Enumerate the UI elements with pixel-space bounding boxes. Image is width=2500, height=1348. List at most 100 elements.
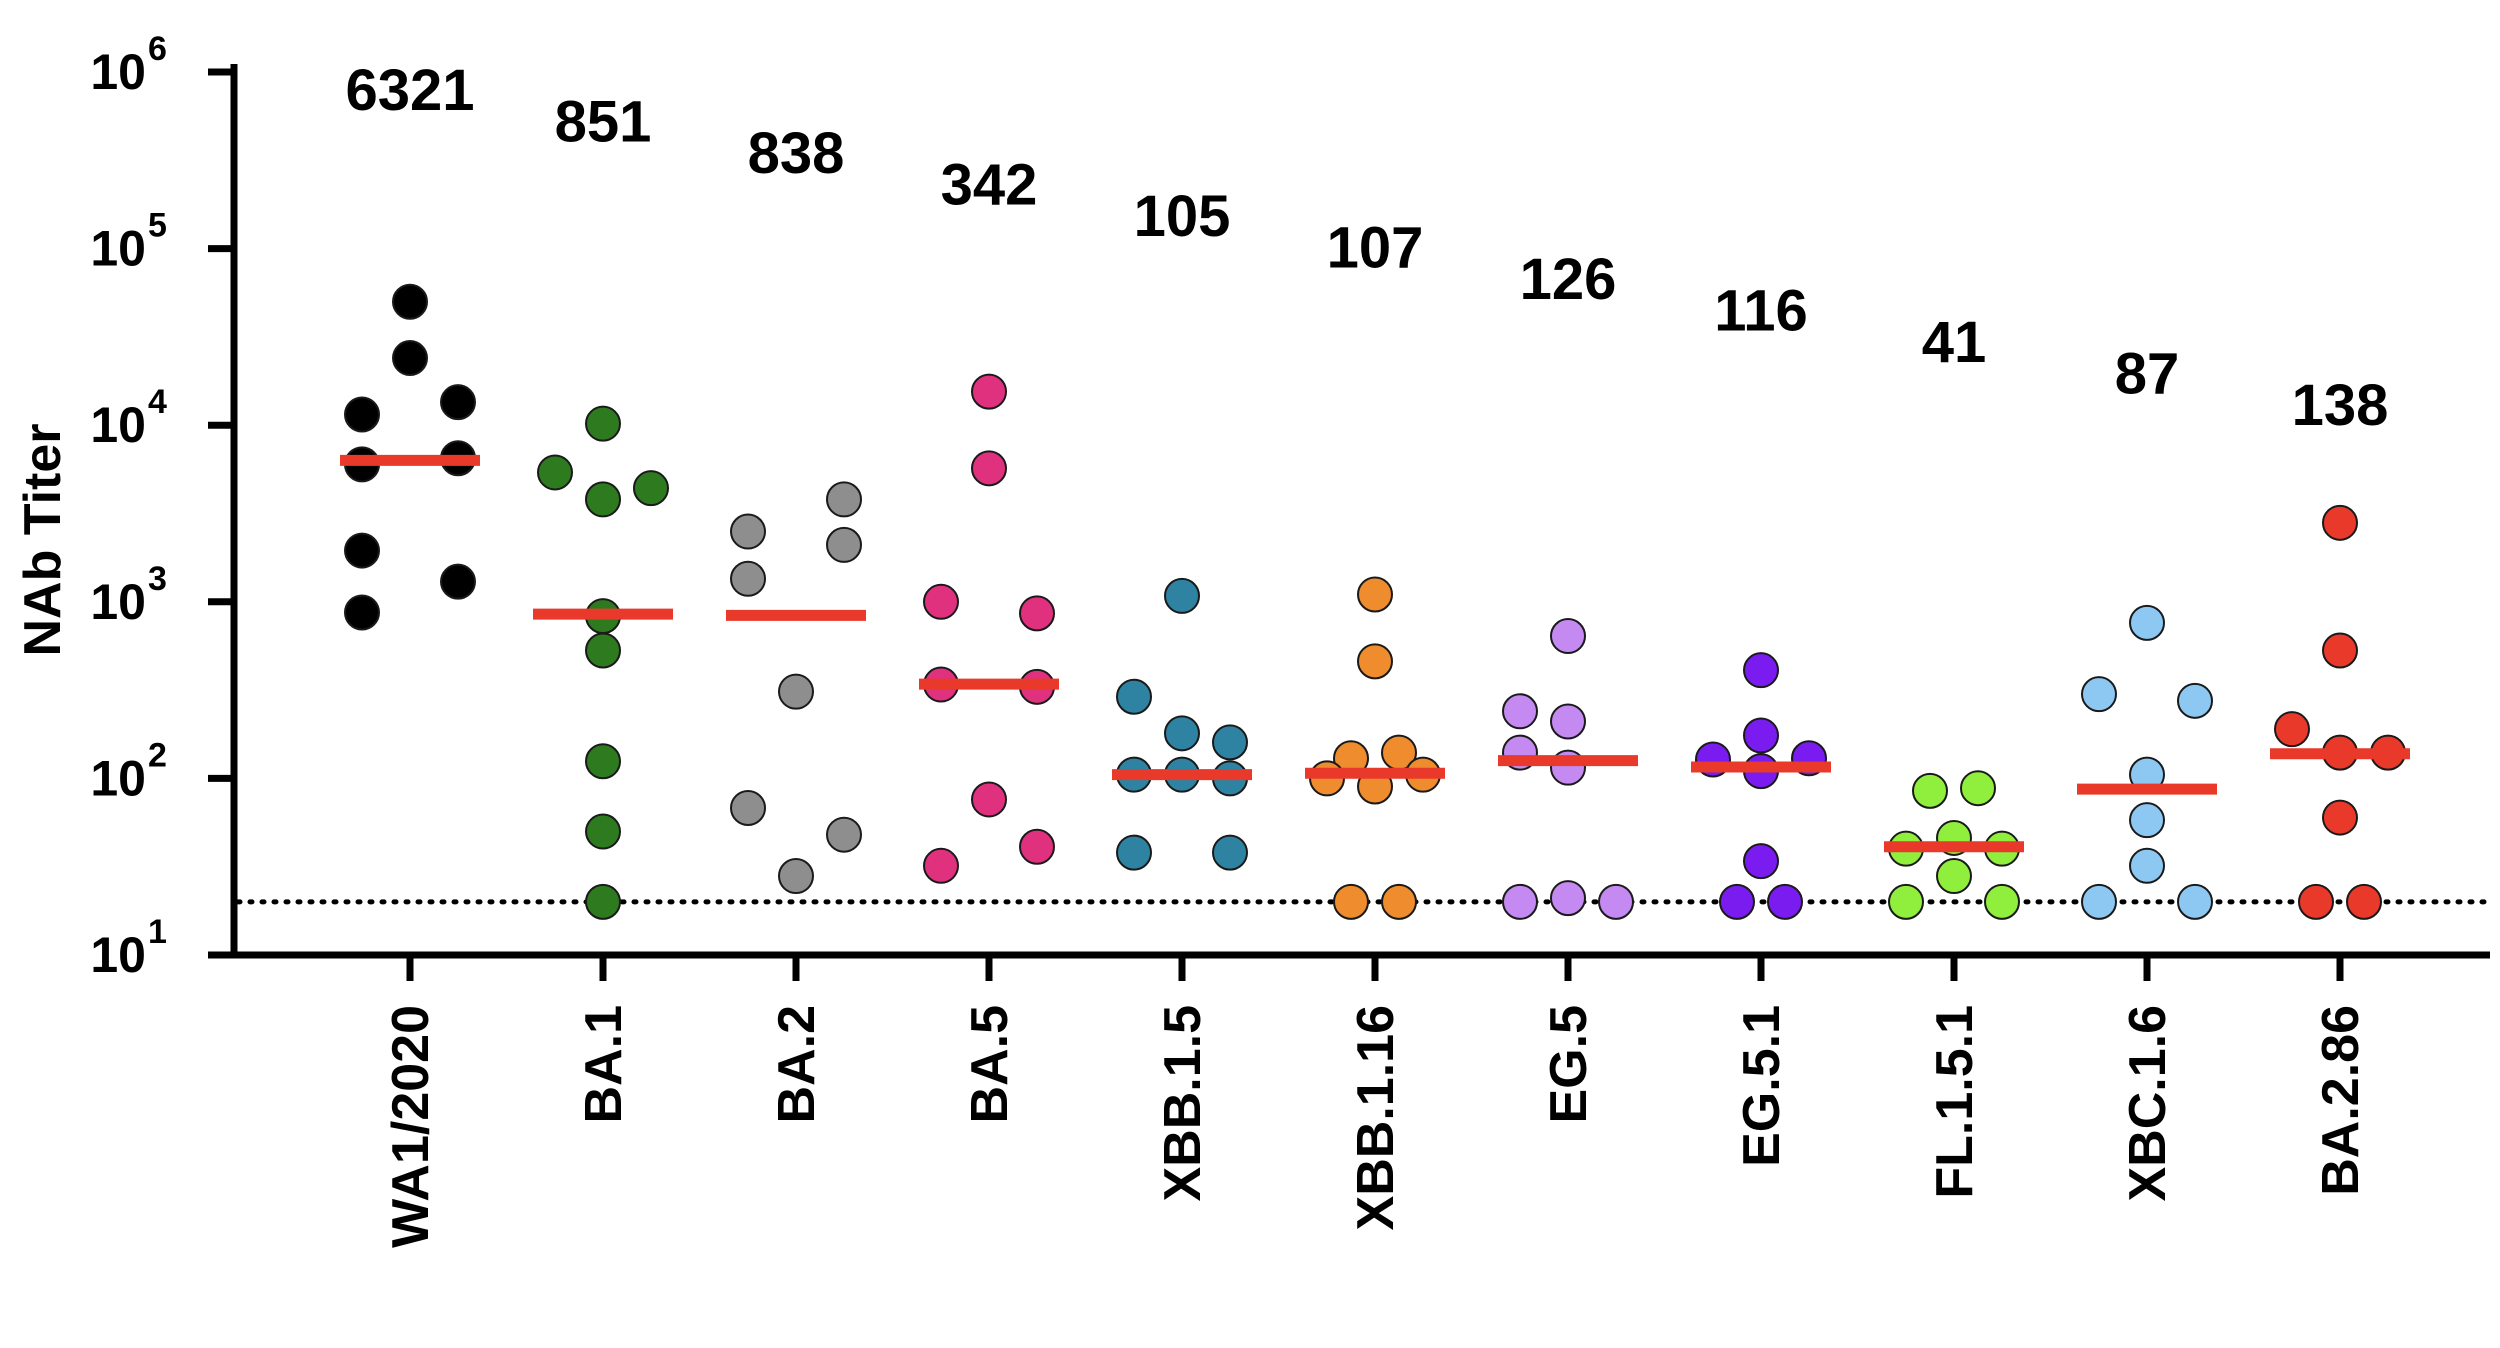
data-point: [1550, 703, 1586, 740]
x-tick-label: BA.1: [575, 1005, 633, 1123]
y-tick-label: 10: [90, 397, 146, 453]
x-tick-label: XBB.1.5: [1154, 1005, 1212, 1202]
value-label: 116: [1714, 279, 1808, 344]
value-label: 851: [555, 90, 652, 155]
value-label: 41: [1922, 310, 1987, 375]
x-tick-label: WA1/2020: [382, 1005, 440, 1248]
data-point: [923, 847, 959, 884]
x-tick-label: BA.2: [768, 1005, 826, 1123]
value-label: 342: [941, 153, 1038, 218]
y-axis-title: NAb Titer: [14, 423, 72, 656]
data-point: [923, 583, 959, 620]
data-point: [1357, 643, 1393, 680]
x-tick-label: XBC.1.6: [2119, 1005, 2177, 1202]
data-point: [971, 450, 1007, 487]
data-point: [1164, 715, 1200, 752]
y-tick-exponent: 6: [148, 30, 167, 68]
data-point: [1719, 883, 1755, 920]
data-point: [2322, 504, 2358, 541]
data-point: [1019, 828, 1055, 865]
data-point: [2129, 604, 2165, 641]
data-point: [585, 481, 621, 518]
data-point: [971, 781, 1007, 818]
data-point: [585, 743, 621, 780]
data-point: [778, 673, 814, 710]
data-point: [585, 883, 621, 920]
data-point: [2177, 682, 2213, 719]
data-point: [1960, 770, 1996, 807]
data-point: [1550, 880, 1586, 917]
value-label: 105: [1134, 184, 1231, 249]
y-tick-exponent: 2: [148, 736, 167, 774]
data-point: [1598, 883, 1634, 920]
data-point: [344, 532, 380, 569]
y-tick-label: 10: [90, 221, 146, 277]
data-point: [1116, 678, 1152, 715]
data-point: [1164, 577, 1200, 614]
value-label: 107: [1327, 216, 1424, 281]
data-point: [2298, 883, 2334, 920]
x-tick-label: FL.1.5.1: [1926, 1005, 1984, 1199]
y-tick-exponent: 4: [148, 383, 167, 421]
y-tick-exponent: 5: [148, 207, 167, 245]
data-point: [1936, 858, 1972, 895]
data-point: [2274, 711, 2310, 748]
value-label: 838: [748, 121, 845, 186]
data-point: [2081, 676, 2117, 713]
labels-layer: WA1/2020 6321 BA.1 851 BA.2 838 BA.5 342 XBB.1.5…: [345, 58, 2388, 1248]
data-point: [826, 481, 862, 518]
data-point: [1984, 883, 2020, 920]
points-layer: [344, 283, 2406, 920]
median-layer: [340, 454, 2410, 853]
value-label: 126: [1520, 247, 1617, 312]
data-point: [971, 373, 1007, 410]
data-point: [1212, 834, 1248, 871]
data-point: [826, 526, 862, 563]
x-tick-label: BA.2.86: [2312, 1005, 2370, 1196]
y-tick-label: 10: [90, 750, 146, 806]
data-point: [1550, 618, 1586, 655]
x-tick-label: EG.5.1: [1733, 1005, 1791, 1167]
data-point: [1743, 652, 1779, 689]
y-tick-label: 10: [90, 44, 146, 100]
data-point: [585, 632, 621, 669]
data-point: [2322, 799, 2358, 836]
data-point: [2081, 883, 2117, 920]
data-point: [2346, 883, 2382, 920]
data-point: [730, 560, 766, 597]
x-tick-label: EG.5: [1540, 1005, 1598, 1124]
data-point: [440, 563, 476, 600]
data-point: [2177, 883, 2213, 920]
data-point: [633, 470, 669, 507]
y-tick-exponent: 3: [148, 560, 167, 598]
data-point: [730, 789, 766, 826]
data-point: [778, 858, 814, 895]
value-label: 6321: [345, 58, 474, 123]
data-point: [1502, 883, 1538, 920]
x-tick-label: XBB.1.16: [1347, 1005, 1405, 1230]
value-label: 87: [2115, 342, 2180, 407]
data-point: [585, 405, 621, 442]
data-point: [1502, 693, 1538, 730]
data-point: [1912, 772, 1948, 809]
data-point: [1888, 883, 1924, 920]
data-point: [1019, 595, 1055, 632]
y-tick-label: 10: [90, 574, 146, 630]
value-label: 138: [2292, 373, 2389, 438]
data-point: [2129, 847, 2165, 884]
data-point: [1743, 717, 1779, 754]
data-point: [392, 340, 428, 377]
data-point: [2129, 802, 2165, 839]
data-point: [2322, 632, 2358, 669]
data-point: [344, 594, 380, 631]
data-point: [392, 283, 428, 320]
data-point: [730, 513, 766, 550]
data-point: [1743, 843, 1779, 880]
data-point: [1381, 883, 1417, 920]
y-tick-exponent: 1: [148, 913, 167, 951]
data-point: [344, 396, 380, 433]
data-point: [1333, 883, 1369, 920]
